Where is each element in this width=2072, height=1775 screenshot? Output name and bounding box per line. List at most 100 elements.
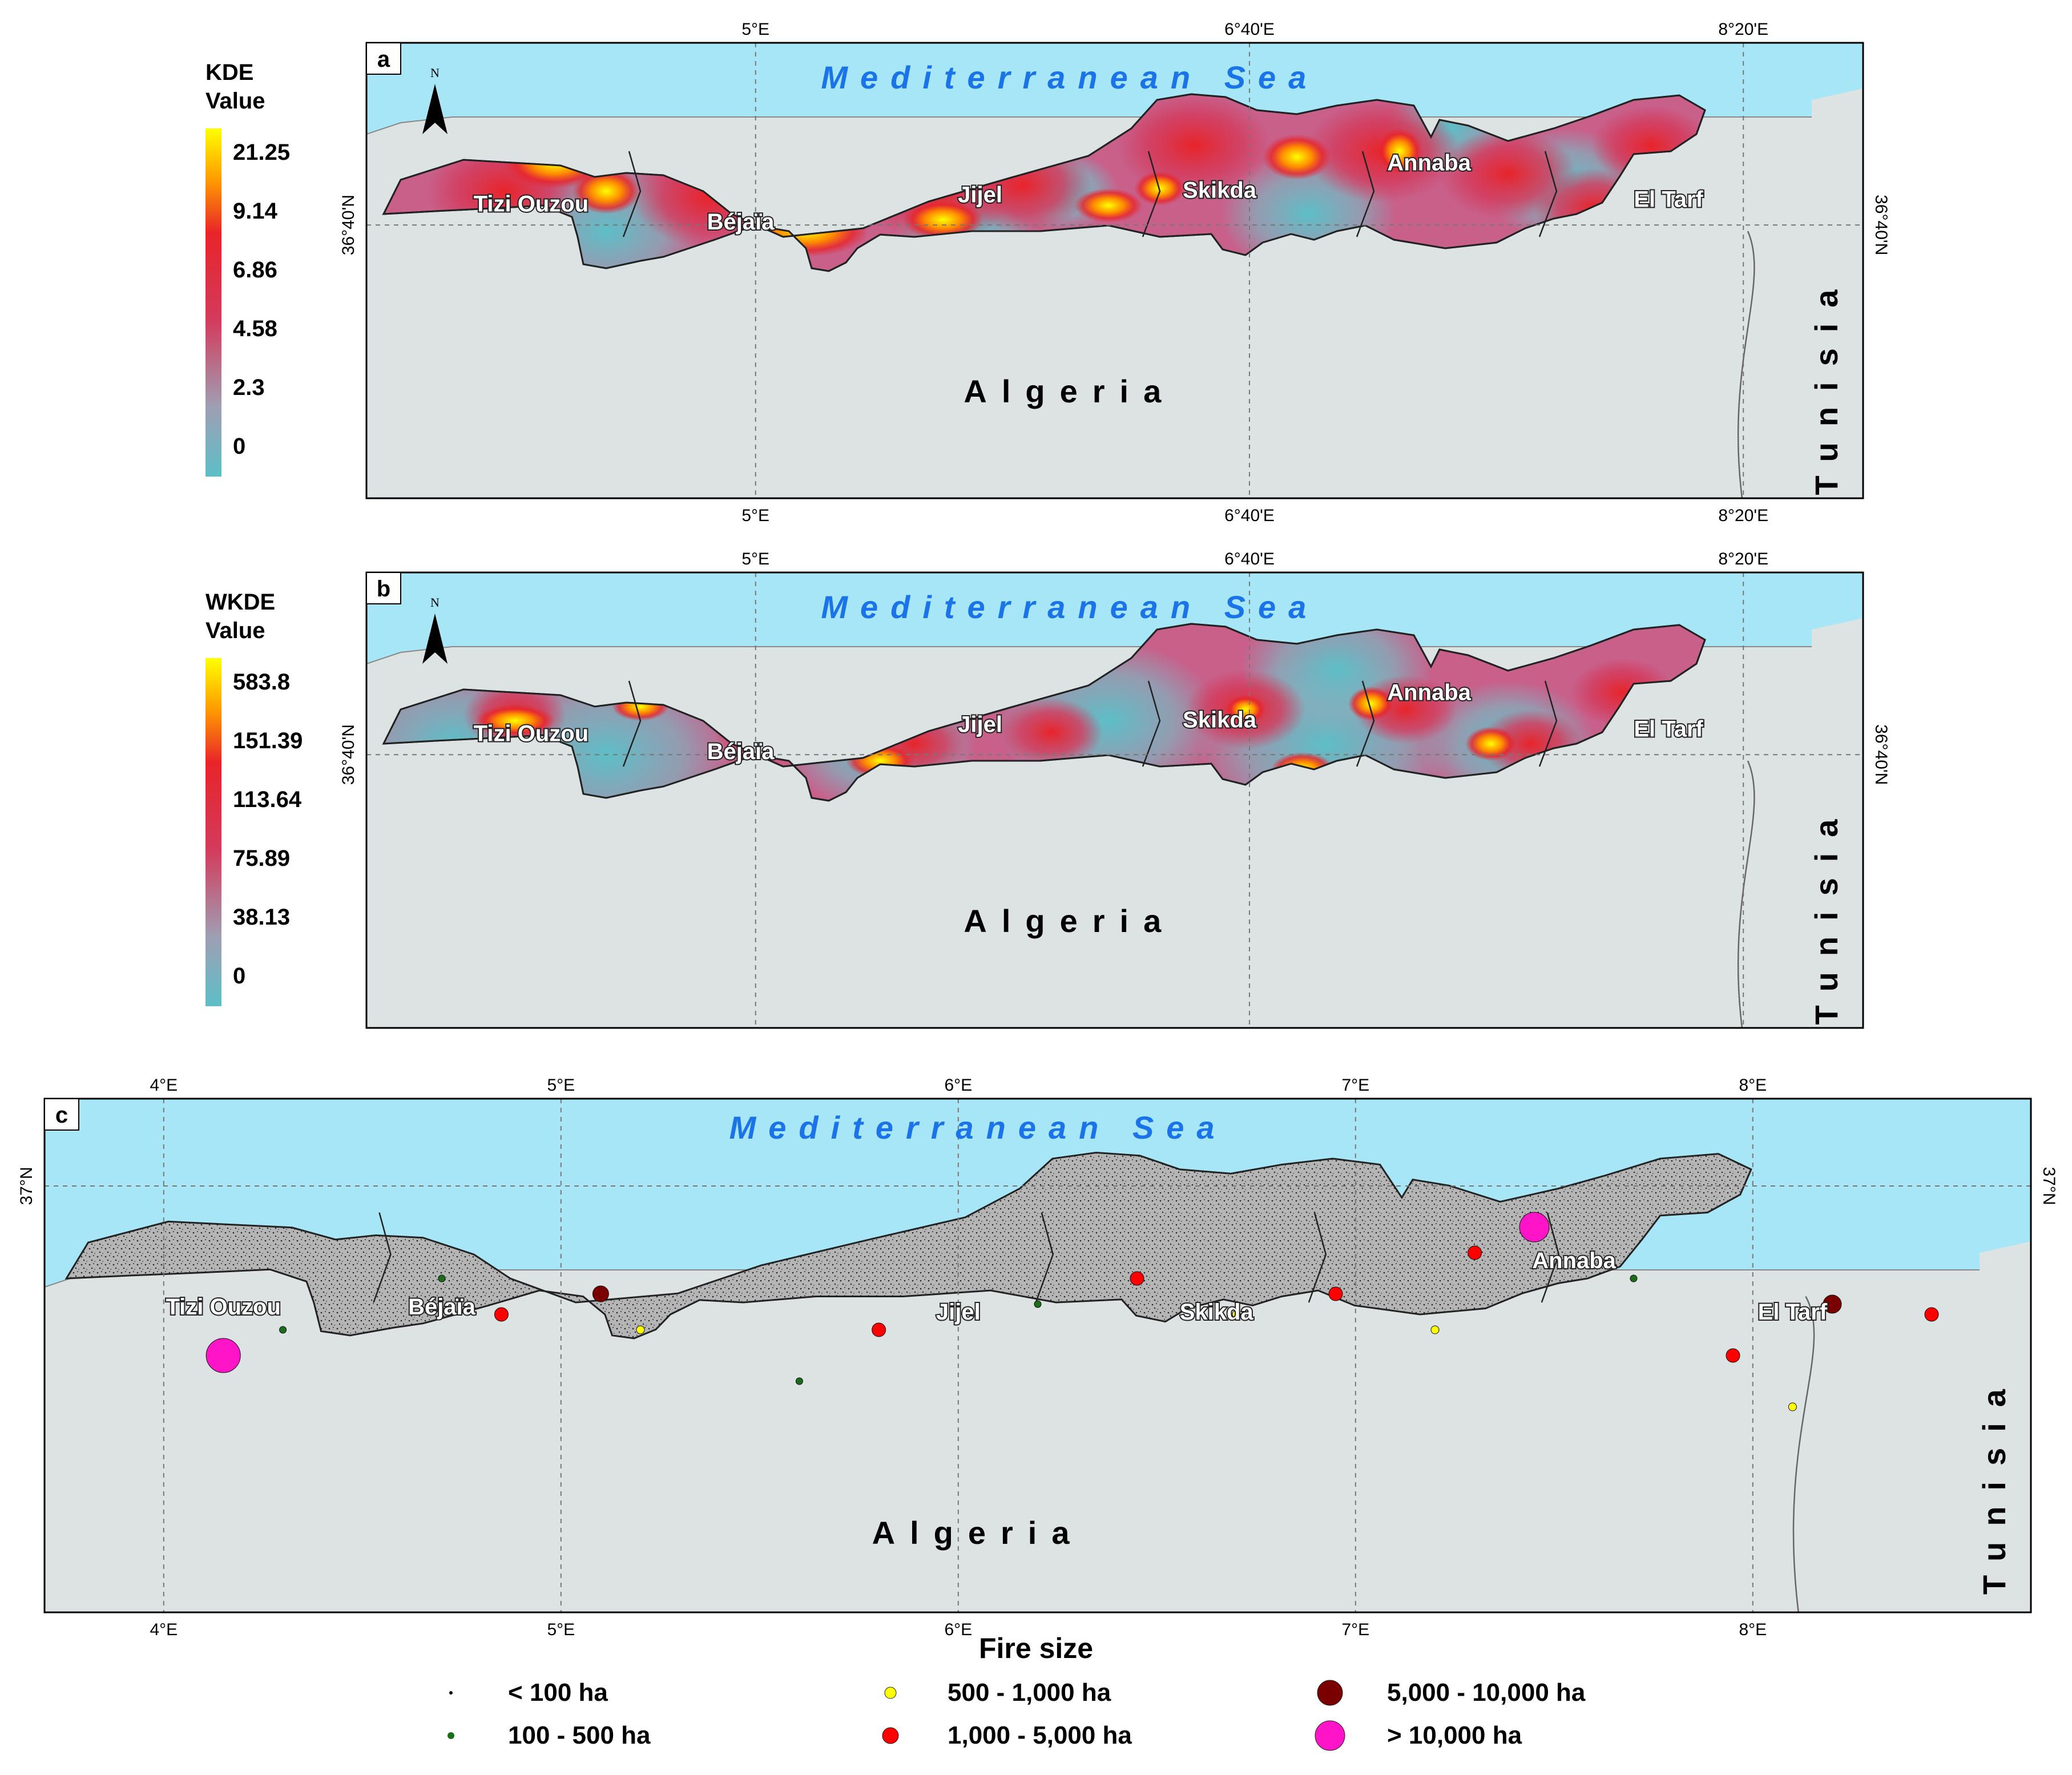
province-boundary <box>1538 680 1558 767</box>
density-high <box>903 200 983 240</box>
lat-label-group: 36°40'N <box>1872 724 1890 785</box>
lat-label-group: 36°40'N <box>1872 195 1890 255</box>
fire-legend-title: Fire size <box>979 1632 1093 1664</box>
north-arrow-label: N <box>430 66 440 80</box>
fire-legend-marker <box>449 1691 453 1695</box>
region-outline <box>382 623 1706 802</box>
sea-label: Mediterranean Sea <box>821 59 1319 95</box>
fire-legend-marker <box>1315 1720 1345 1751</box>
density-high <box>1226 695 1265 724</box>
province-boundary <box>1356 151 1375 237</box>
fire-size-legend: Fire size < 100 ha 100 - 500 ha 500 - 1,000… <box>448 1632 1586 1751</box>
bottom-tick-label: 5°E <box>741 506 769 525</box>
legend-tick: 0 <box>233 434 245 459</box>
density-high <box>1348 687 1394 721</box>
lat-label: 36°40'N <box>339 724 358 785</box>
legend-tick: 38.13 <box>233 905 290 930</box>
province-boundary <box>1308 1212 1327 1303</box>
fire-point <box>1788 1402 1797 1411</box>
fire-point <box>636 1325 645 1334</box>
province-label: Annaba <box>1387 680 1471 705</box>
lat-label: 37°N <box>2039 1167 2058 1205</box>
country-label: Algeria <box>964 903 1176 939</box>
lat-label: 36°40'N <box>339 195 358 255</box>
panel-c: c Mediterranean Sea Algeria Tunisia Tizi Ouz… <box>17 1076 2058 1639</box>
density-high <box>475 705 555 737</box>
legend-tick: 151.39 <box>233 728 303 753</box>
fire-point <box>494 1307 509 1322</box>
fire-point <box>795 1377 803 1385</box>
fire-legend-marker <box>882 1727 899 1744</box>
top-tick-label: 8°E <box>1739 1076 1767 1095</box>
neighbor-label-group: Tunisia <box>1976 1373 2012 1595</box>
legend-tick: 6.86 <box>233 257 277 283</box>
province-label: El Tarf <box>1634 716 1703 741</box>
density-mid <box>1117 94 1271 197</box>
fire-point <box>1130 1271 1144 1286</box>
bottom-tick-label: 8°20'E <box>1718 506 1768 525</box>
country-label: Algeria <box>872 1515 1085 1551</box>
tunisia-land <box>1812 88 1863 498</box>
fire-point <box>279 1326 287 1334</box>
fire-point <box>1468 1245 1482 1260</box>
fire-point <box>1034 1300 1042 1308</box>
density-mid <box>1000 698 1103 767</box>
panel-frame <box>43 1098 2032 1613</box>
fire-legend-marker <box>884 1687 897 1699</box>
fire-point <box>1328 1286 1343 1301</box>
province-boundary <box>1035 1212 1054 1303</box>
province-label: Béjaïa <box>707 739 775 764</box>
country-label: Algeria <box>964 373 1176 409</box>
panel-letter: c <box>55 1103 68 1128</box>
province-label: Béjaïa <box>707 209 775 235</box>
province-boundary <box>1142 151 1161 237</box>
density-legend: KDE Value 21.25 9.14 6.86 4.58 2.3 0 <box>205 60 290 477</box>
province-label: Tizi Ouzou <box>474 721 588 746</box>
density-high <box>1465 727 1517 761</box>
density-legend: WKDE Value 583.8 151.39 113.64 75.89 38.13 0 <box>205 590 303 1006</box>
fire-point <box>1924 1307 1939 1322</box>
top-tick-label: 6°40'E <box>1224 550 1275 568</box>
density-high <box>1074 188 1143 223</box>
panel-a-map <box>366 43 1863 498</box>
province-boundary <box>1538 151 1558 237</box>
lat-label-group: 36°40'N <box>339 195 358 255</box>
panel-frame <box>365 571 1864 1029</box>
bottom-tick-label: 6°40'E <box>1224 506 1275 525</box>
province-label: El Tarf <box>1634 187 1703 212</box>
tunisia-border <box>1737 231 1755 498</box>
lat-label: 36°40'N <box>1872 724 1890 785</box>
province-label: Jijel <box>958 712 1002 737</box>
legend-title: KDE <box>205 60 253 85</box>
lat-label-group: 37°N <box>2039 1167 2058 1205</box>
province-label: Jijel <box>958 182 1002 207</box>
neighbor-label: Tunisia <box>1808 274 1844 495</box>
top-tick-label: 4°E <box>150 1076 178 1095</box>
legend-title: WKDE <box>205 590 275 615</box>
bottom-tick-label: 5°E <box>547 1620 575 1639</box>
panel-letter: a <box>377 47 390 72</box>
density-high <box>572 168 640 214</box>
province-label: Skikda <box>1183 178 1257 203</box>
province-boundary <box>373 1212 392 1303</box>
province-label: Annaba <box>1387 150 1471 175</box>
fire-point <box>592 1285 609 1302</box>
panel-a: a Mediterranean Sea Algeria Tunisia Tizi Ouz… <box>205 20 1890 525</box>
fire-point <box>1823 1294 1842 1314</box>
fire-point <box>438 1274 446 1282</box>
province-label: Annaba <box>1532 1248 1616 1273</box>
panel-letter-box <box>366 42 401 75</box>
bottom-tick-label: 4°E <box>150 1620 178 1639</box>
top-tick-label: 6°40'E <box>1224 20 1275 39</box>
top-tick-label: 7°E <box>1341 1076 1369 1095</box>
north-arrow: N <box>422 66 448 134</box>
legend-subtitle: Value <box>205 88 265 114</box>
north-arrow-icon <box>422 84 448 134</box>
top-tick-label: 5°E <box>547 1076 575 1095</box>
tunisia-border <box>1737 760 1755 1028</box>
top-tick-label: 6°E <box>944 1076 972 1095</box>
density-high <box>1263 134 1331 180</box>
legend-tick: 113.64 <box>233 787 302 812</box>
